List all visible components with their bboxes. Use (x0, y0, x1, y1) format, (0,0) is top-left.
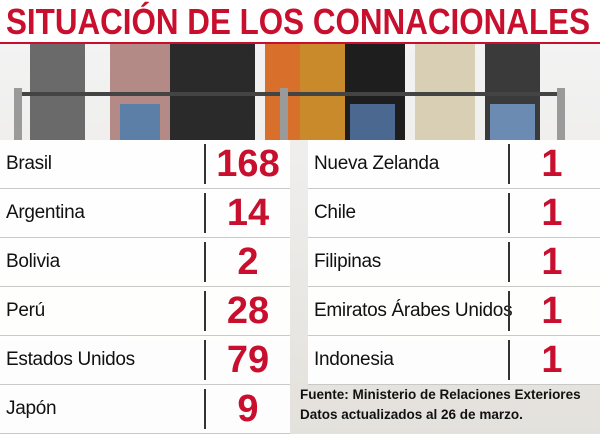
title-rule (0, 42, 600, 45)
column-divider (204, 340, 206, 380)
count: 1 (541, 339, 563, 381)
country: Bolivia (6, 251, 60, 272)
count: 1 (541, 192, 563, 234)
column-divider (204, 144, 206, 184)
column-divider (508, 144, 510, 184)
country: Argentina (6, 202, 85, 223)
column-divider (204, 389, 206, 429)
column-divider (508, 242, 510, 282)
country: Filipinas (314, 251, 381, 272)
count: 168 (216, 143, 280, 185)
column-divider (508, 340, 510, 380)
count: 2 (237, 241, 259, 283)
count: 1 (541, 143, 563, 185)
country: Brasil (6, 153, 52, 174)
table-row: Perú 28 (0, 287, 290, 336)
title: SITUACIÓN DE LOS CONNACIONALES (6, 0, 590, 42)
count: 9 (237, 388, 259, 430)
right-table: Nueva Zelanda 1 Chile 1 Filipinas 1 Emiratos Á… (308, 140, 600, 385)
table-row: Brasil 168 (0, 140, 290, 189)
table-row: Filipinas 1 (308, 238, 600, 287)
country: Perú (6, 300, 45, 321)
table-row: Indonesia 1 (308, 336, 600, 385)
column-divider (508, 193, 510, 233)
column-divider (204, 242, 206, 282)
column-divider (204, 291, 206, 331)
country: Japón (6, 398, 57, 419)
country: Indonesia (314, 349, 394, 370)
left-table: Brasil 168 Argentina 14 Bolivia 2 Perú 28 Estado… (0, 140, 290, 434)
column-divider (508, 291, 510, 331)
country: Nueva Zelanda (314, 153, 439, 174)
title-bar: SITUACIÓN DE LOS CONNACIONALES (0, 0, 600, 45)
count: 79 (226, 339, 270, 381)
column-divider (204, 193, 206, 233)
table-row: Estados Unidos 79 (0, 336, 290, 385)
table-row: Argentina 14 (0, 189, 290, 238)
country: Chile (314, 202, 356, 223)
table-row: Japón 9 (0, 385, 290, 434)
count: 28 (226, 290, 270, 332)
count: 1 (541, 241, 563, 283)
source-line: Fuente: Ministerio de Relaciones Exterio… (300, 387, 581, 402)
country: Emiratos Árabes Unidos (314, 300, 513, 321)
barrier (14, 88, 565, 140)
table-row: Bolivia 2 (0, 238, 290, 287)
count: 1 (541, 290, 563, 332)
count: 14 (226, 192, 270, 234)
country: Estados Unidos (6, 349, 135, 370)
source-line: Datos actualizados al 26 de marzo. (300, 407, 523, 422)
table-row: Nueva Zelanda 1 (308, 140, 600, 189)
source: Fuente: Ministerio de Relaciones Exterio… (300, 385, 581, 425)
table-row: Emiratos Árabes Unidos 1 (308, 287, 600, 336)
table-row: Chile 1 (308, 189, 600, 238)
